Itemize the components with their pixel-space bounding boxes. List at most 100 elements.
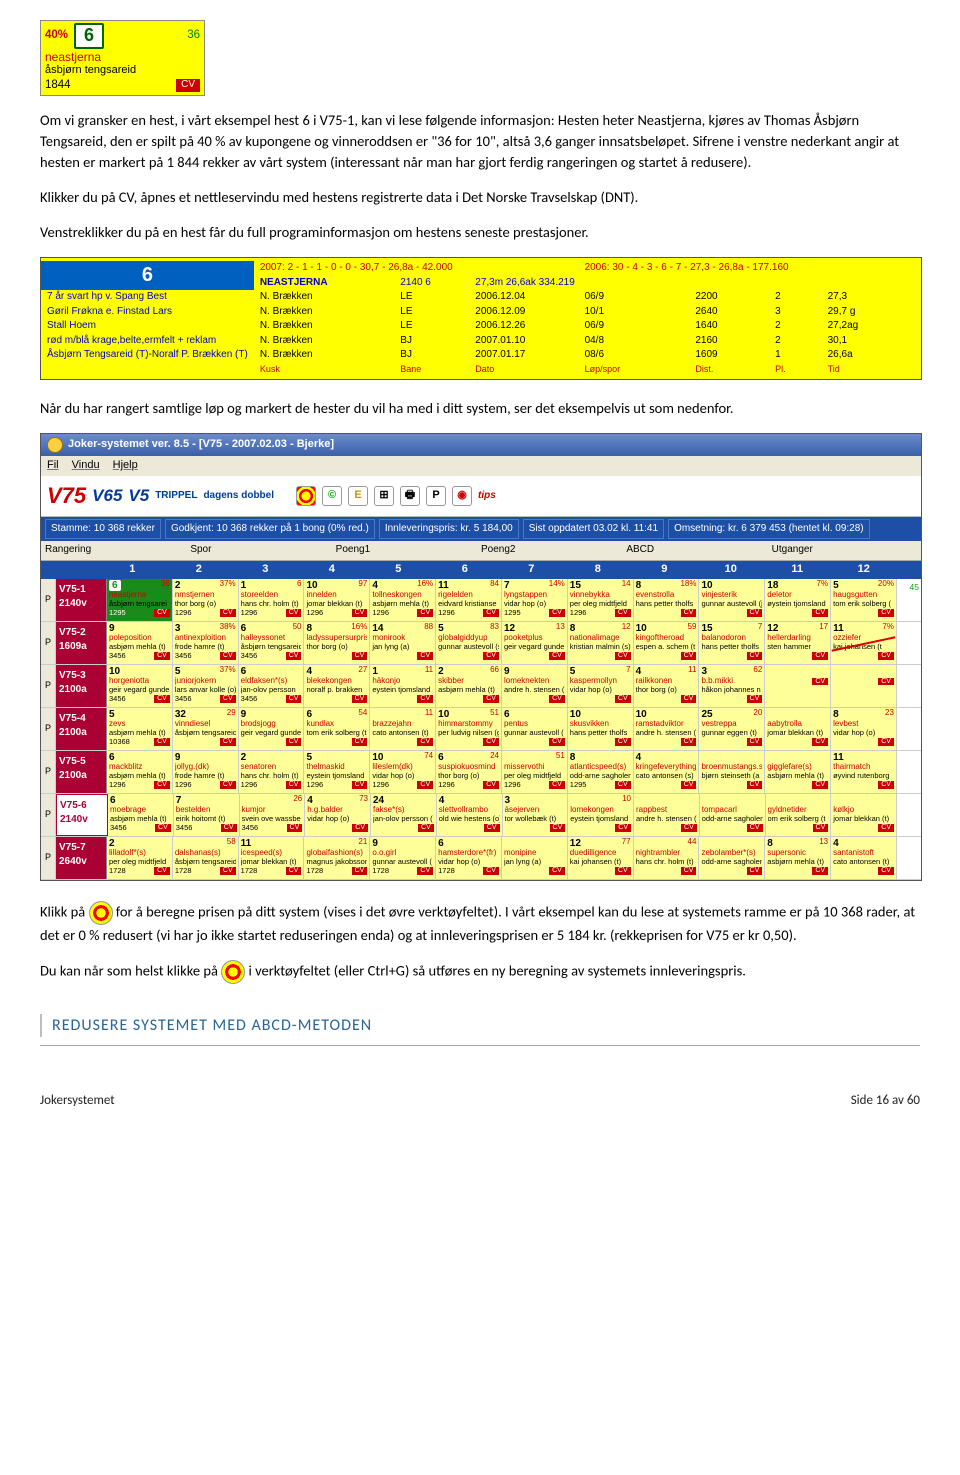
horse-cell[interactable]: 51misservothiper oleg midtfjeld1296CV bbox=[502, 751, 568, 793]
horse-cell[interactable]: 157balanodoronhans petter tholfsCV bbox=[699, 622, 765, 664]
print-icon[interactable]: 🖶 bbox=[400, 486, 420, 506]
menu-hjelp[interactable]: Hjelp bbox=[113, 459, 138, 471]
horse-cell[interactable]: 10vinjesterikgunnar austevoll (j)CV bbox=[699, 579, 765, 621]
horse-cell[interactable]: rappbestandre h. stensen (CV bbox=[634, 794, 700, 836]
horse-cell[interactable]: CV bbox=[765, 665, 831, 707]
horse-cell[interactable]: 818%evenstrollahans petter tholfsCV bbox=[634, 579, 700, 621]
horse-cell[interactable]: 823levbestvidar hop (o)CV bbox=[831, 708, 897, 750]
horse-cell[interactable]: 362b.b.mikkihåkon johannes nCV bbox=[699, 665, 765, 707]
horse-cell[interactable]: 44nightramblerhans chr. holm (t)CV bbox=[634, 837, 700, 879]
horse-cell[interactable]: gyldnetiderom erik solberg (tCV bbox=[766, 794, 832, 836]
toolbar-icon-5[interactable]: P bbox=[426, 486, 446, 506]
horse-cell[interactable]: 3229vinndieselåsbjørn tengsareicCV bbox=[173, 708, 239, 750]
horse-cell[interactable]: 1059kingoftheroadespen a. schem (tCV bbox=[634, 622, 700, 664]
tab-v75[interactable]: V75 bbox=[47, 480, 86, 512]
toolbar-icon-3[interactable]: ⊞ bbox=[374, 486, 394, 506]
horse-cell[interactable]: 624suspiokuosmindthor borg (o)1296CV bbox=[436, 751, 502, 793]
horse-cell[interactable]: 5thelmaskideystein tjomsland1296CV bbox=[304, 751, 370, 793]
horse-cell[interactable]: monipinejan lyng (a)CV bbox=[502, 837, 568, 879]
horse-cell[interactable]: 9lomeknektenandre h. stensen (CV bbox=[502, 665, 568, 707]
horse-cell[interactable]: 812nationalimagekristian malmin (s)CV bbox=[568, 622, 634, 664]
horse-cell[interactable]: 117%ozzieferkai johansen (tCV bbox=[831, 622, 897, 664]
target-icon-inline-2[interactable] bbox=[221, 960, 245, 984]
horse-cell[interactable]: 4slettvollramboold wie hestens (o)CV bbox=[437, 794, 503, 836]
horse-cell[interactable]: 537%juniorjokernlars anvar kolle (o)3456… bbox=[173, 665, 239, 707]
horse-cell[interactable]: 1217hellerdarlingsten hammerCV bbox=[765, 622, 831, 664]
horse-cell[interactable]: 411railkkonenthor borg (o)CV bbox=[634, 665, 700, 707]
horse-cell[interactable]: 1184rigeleldeneidvard kristianse1296CV bbox=[436, 579, 502, 621]
horse-cell[interactable]: 7besteldeneirik hoitomt (t)3456CV bbox=[174, 794, 240, 836]
toolbar-icon-2[interactable]: E bbox=[348, 486, 368, 506]
horse-cell[interactable]: 2lilladolf*(s)per oleg midtfjeld1728CV bbox=[107, 837, 173, 879]
horse-cell[interactable]: tompacarlodd-arne sagholenCV bbox=[700, 794, 766, 836]
target-icon[interactable] bbox=[296, 486, 316, 506]
horse-cell[interactable]: 636neastjernaåsbjørn tengsarei1295CV bbox=[107, 579, 173, 621]
horse-cell[interactable]: 8atlanticspeed(s)odd-arne sagholen1295CV bbox=[568, 751, 634, 793]
menu-vindu[interactable]: Vindu bbox=[72, 459, 100, 471]
horse-cell[interactable]: 4kringefeverythingcato antonsen (s)CV bbox=[634, 751, 700, 793]
horse-cell[interactable]: 6mackblitzasbjørn mehla (t)1296CV bbox=[107, 751, 173, 793]
horse-cell[interactable]: 11thairmatchøyvind rutenborgCV bbox=[831, 751, 897, 793]
horse-cell[interactable]: aabytrollajomar blekkan (t)CV bbox=[765, 708, 831, 750]
horse-cell[interactable]: 650halleyssonetåsbjørn tengsareid3456CV bbox=[239, 622, 305, 664]
horse-cell[interactable]: 10skusvikkenhans petter tholfsCV bbox=[568, 708, 634, 750]
horse-cell[interactable]: broenmustangs.sbjørn steinseth (aCV bbox=[699, 751, 765, 793]
horse-cell[interactable]: 57kaspermollynvidar hop (o)CV bbox=[568, 665, 634, 707]
pill-trippel[interactable]: TRIPPEL bbox=[155, 489, 197, 504]
horse-cell[interactable]: gigglefare(s)asbjørn mehla (t)CV bbox=[765, 751, 831, 793]
horse-cell[interactable]: 1277duedilligencekai johansen (t)CV bbox=[568, 837, 634, 879]
tab-v5[interactable]: V5 bbox=[128, 484, 149, 509]
horse-cell[interactable]: 3åsejerventor wollebæk (t)CV bbox=[503, 794, 569, 836]
horse-cell[interactable]: 6pentusgunnar austevoll (CV bbox=[502, 708, 568, 750]
horse-cell[interactable]: 237%nmstjernenthor borg (o)1296CV bbox=[173, 579, 239, 621]
horse-cell[interactable]: 6eldfaksen*(s)jan-olov persson3456CV bbox=[239, 665, 305, 707]
horse-cell[interactable]: 338%antinexploitionfrode hamre (t)3456CV bbox=[173, 622, 239, 664]
tab-v65[interactable]: V65 bbox=[92, 484, 122, 509]
horse-cell[interactable]: 1213pooketplusgeir vegard gundeCV bbox=[502, 622, 568, 664]
horse-cell[interactable]: 9o.o.girlgunnar austevoll (1728CV bbox=[370, 837, 436, 879]
toolbar-icon-1[interactable]: © bbox=[322, 486, 342, 506]
horse-cell[interactable]: 9brodsjogggeir vegard gundeCV bbox=[239, 708, 305, 750]
horse-cell[interactable]: 816%ladyssupersurpristhor borg (o)CV bbox=[304, 622, 370, 664]
horse-cell[interactable]: 26kumjorsvein ove wassbe3456CV bbox=[240, 794, 306, 836]
tips-label[interactable]: tips bbox=[478, 489, 496, 504]
toolbar-icon-6[interactable]: ◉ bbox=[452, 486, 472, 506]
horse-cell[interactable]: 654kundlaxtom erik solberg (t)CV bbox=[304, 708, 370, 750]
horse-cell[interactable]: CV bbox=[831, 665, 897, 707]
cv-badge[interactable]: CV bbox=[176, 79, 200, 93]
horse-cell[interactable]: 58dalshanas(s)åsbjørn tengsareid1728CV bbox=[173, 837, 239, 879]
horse-cell[interactable]: 520%haugsguttentom erik solberg (CV bbox=[831, 579, 897, 621]
horse-cell[interactable]: 10lomekongeneystein tjomslandCV bbox=[568, 794, 634, 836]
horse-cell[interactable]: 4santanistoftcato antonsen (t)CV bbox=[831, 837, 897, 879]
horse-cell[interactable]: 9jollyg.(dk)frode hamre (t)1296CV bbox=[173, 751, 239, 793]
horse-cell[interactable]: 427blekekongennoralf p. brakkenCV bbox=[304, 665, 370, 707]
horse-cell[interactable]: 1074lileslem(dk)vidar hop (o)1296CV bbox=[370, 751, 436, 793]
horse-cell[interactable]: zebolamber*(s)odd-arne sagholenCV bbox=[699, 837, 765, 879]
horse-cell[interactable]: 16storeeldenhans chr. holm (t)1296CV bbox=[239, 579, 305, 621]
horse-cell[interactable]: 2520vestreppagunnar eggen (t)CV bbox=[699, 708, 765, 750]
horse-cell[interactable]: 9polepositionasbjørn mehla (t)3456CV bbox=[107, 622, 173, 664]
horse-cell[interactable]: 1514vinnebykkaper oleg midtfjeld1296CV bbox=[568, 579, 634, 621]
horse-cell[interactable]: 2senatorenhans chr. holm (t)1296CV bbox=[239, 751, 305, 793]
horse-cell[interactable]: 24fakse*(s)jan-olov persson (CV bbox=[371, 794, 437, 836]
horse-cell[interactable]: kølkjojomar blekkan (t)CV bbox=[831, 794, 897, 836]
horse-cell[interactable]: 473h.g.baldervidar hop (o)CV bbox=[305, 794, 371, 836]
horse-cell[interactable]: 11brazzejahncato antonsen (t)CV bbox=[370, 708, 436, 750]
horse-cell[interactable]: 5zevsasbjørn mehla (t)10368CV bbox=[107, 708, 173, 750]
horse-cell[interactable]: 21globalfashion(s)magnus jakobsson1728CV bbox=[304, 837, 370, 879]
horse-cell[interactable]: 1097inneldenjomar blekkan (t)1296CV bbox=[304, 579, 370, 621]
horse-cell[interactable]: 6hamsterdore*(fr)vidar hop (o)1728CV bbox=[436, 837, 502, 879]
horse-cell[interactable]: 10horgeniottageir vegard gunde3456CV bbox=[107, 665, 173, 707]
menu-fil[interactable]: Fil bbox=[47, 459, 59, 471]
horse-cell[interactable]: 111håkonjoeystein tjomslandCV bbox=[370, 665, 436, 707]
horse-cell[interactable]: 266skibberasbjørn mehla (t)CV bbox=[436, 665, 502, 707]
horse-cell[interactable]: 11icespeed(s)jomar blekkan (t)1728CV bbox=[239, 837, 305, 879]
horse-cell[interactable]: 6moebrageasbjørn mehla (t)3456CV bbox=[108, 794, 174, 836]
horse-cell[interactable]: 416%tollneskongenasbjørn mehla (t)1296CV bbox=[370, 579, 436, 621]
horse-cell[interactable]: 714%lyngstappenvidar hop (o)1295CV bbox=[502, 579, 568, 621]
pill-dd[interactable]: dagens dobbel bbox=[203, 489, 274, 504]
horse-cell[interactable]: 1051himmarstommyper ludvig nilsen (gCV bbox=[436, 708, 502, 750]
horse-cell[interactable]: 1488monirookjan lyng (a)CV bbox=[370, 622, 436, 664]
horse-cell[interactable]: 583globalgiddyupgunnar austevoll (s)CV bbox=[436, 622, 502, 664]
horse-cell[interactable]: 10ramstadviktorandre h. stensen (CV bbox=[634, 708, 700, 750]
